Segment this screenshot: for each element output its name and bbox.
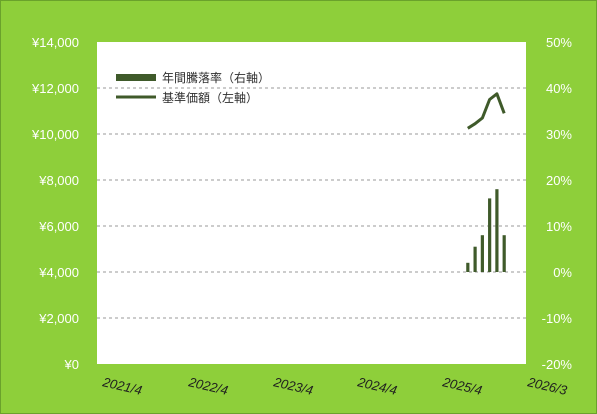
right-tick-label: 0%	[553, 265, 572, 280]
right-axis-ticks: 50% 40% 30% 20% 10% 0% -10% -20%	[542, 35, 573, 372]
legend: 年間騰落率（右軸） 基準価額（左軸）	[116, 70, 270, 105]
bar	[502, 235, 506, 272]
legend-label-line: 基準価額（左軸）	[162, 90, 258, 105]
right-tick-label: 30%	[546, 127, 572, 142]
x-tick-label: 2023/4	[271, 374, 314, 398]
right-tick-label: -10%	[542, 311, 573, 326]
left-tick-label: ¥4,000	[38, 265, 79, 280]
x-tick-label: 2022/4	[186, 374, 229, 398]
bar	[495, 189, 499, 272]
right-tick-label: 10%	[546, 219, 572, 234]
bar-series	[466, 189, 506, 272]
left-tick-label: ¥14,000	[31, 35, 79, 50]
x-axis-ticks: 2021/4 2022/4 2023/4 2024/4 2025/4 2026/3	[100, 374, 569, 398]
bar	[466, 262, 470, 272]
left-tick-label: ¥10,000	[31, 127, 79, 142]
left-tick-label: ¥8,000	[38, 173, 79, 188]
x-tick-label: 2026/3	[525, 374, 569, 398]
bar	[473, 246, 477, 272]
legend-label-bar: 年間騰落率（右軸）	[162, 70, 270, 85]
x-tick-label: 2025/4	[440, 374, 483, 398]
legend-swatch-bar	[116, 74, 156, 81]
left-axis-ticks: ¥14,000 ¥12,000 ¥10,000 ¥8,000 ¥6,000 ¥4,000 ¥…	[31, 35, 79, 372]
right-tick-label: 40%	[546, 81, 572, 96]
plot-area	[97, 42, 526, 364]
price-line	[467, 92, 506, 130]
right-tick-label: 20%	[546, 173, 572, 188]
bar	[480, 235, 484, 272]
bar	[488, 198, 492, 272]
x-tick-label: 2021/4	[100, 374, 143, 398]
right-tick-label: -20%	[542, 357, 573, 372]
right-tick-label: 50%	[546, 35, 572, 50]
x-tick-label: 2024/4	[355, 374, 398, 398]
left-tick-label: ¥12,000	[31, 81, 79, 96]
left-tick-label: ¥0	[64, 357, 79, 372]
left-tick-label: ¥6,000	[38, 219, 79, 234]
line-series	[467, 92, 506, 130]
left-tick-label: ¥2,000	[38, 311, 79, 326]
